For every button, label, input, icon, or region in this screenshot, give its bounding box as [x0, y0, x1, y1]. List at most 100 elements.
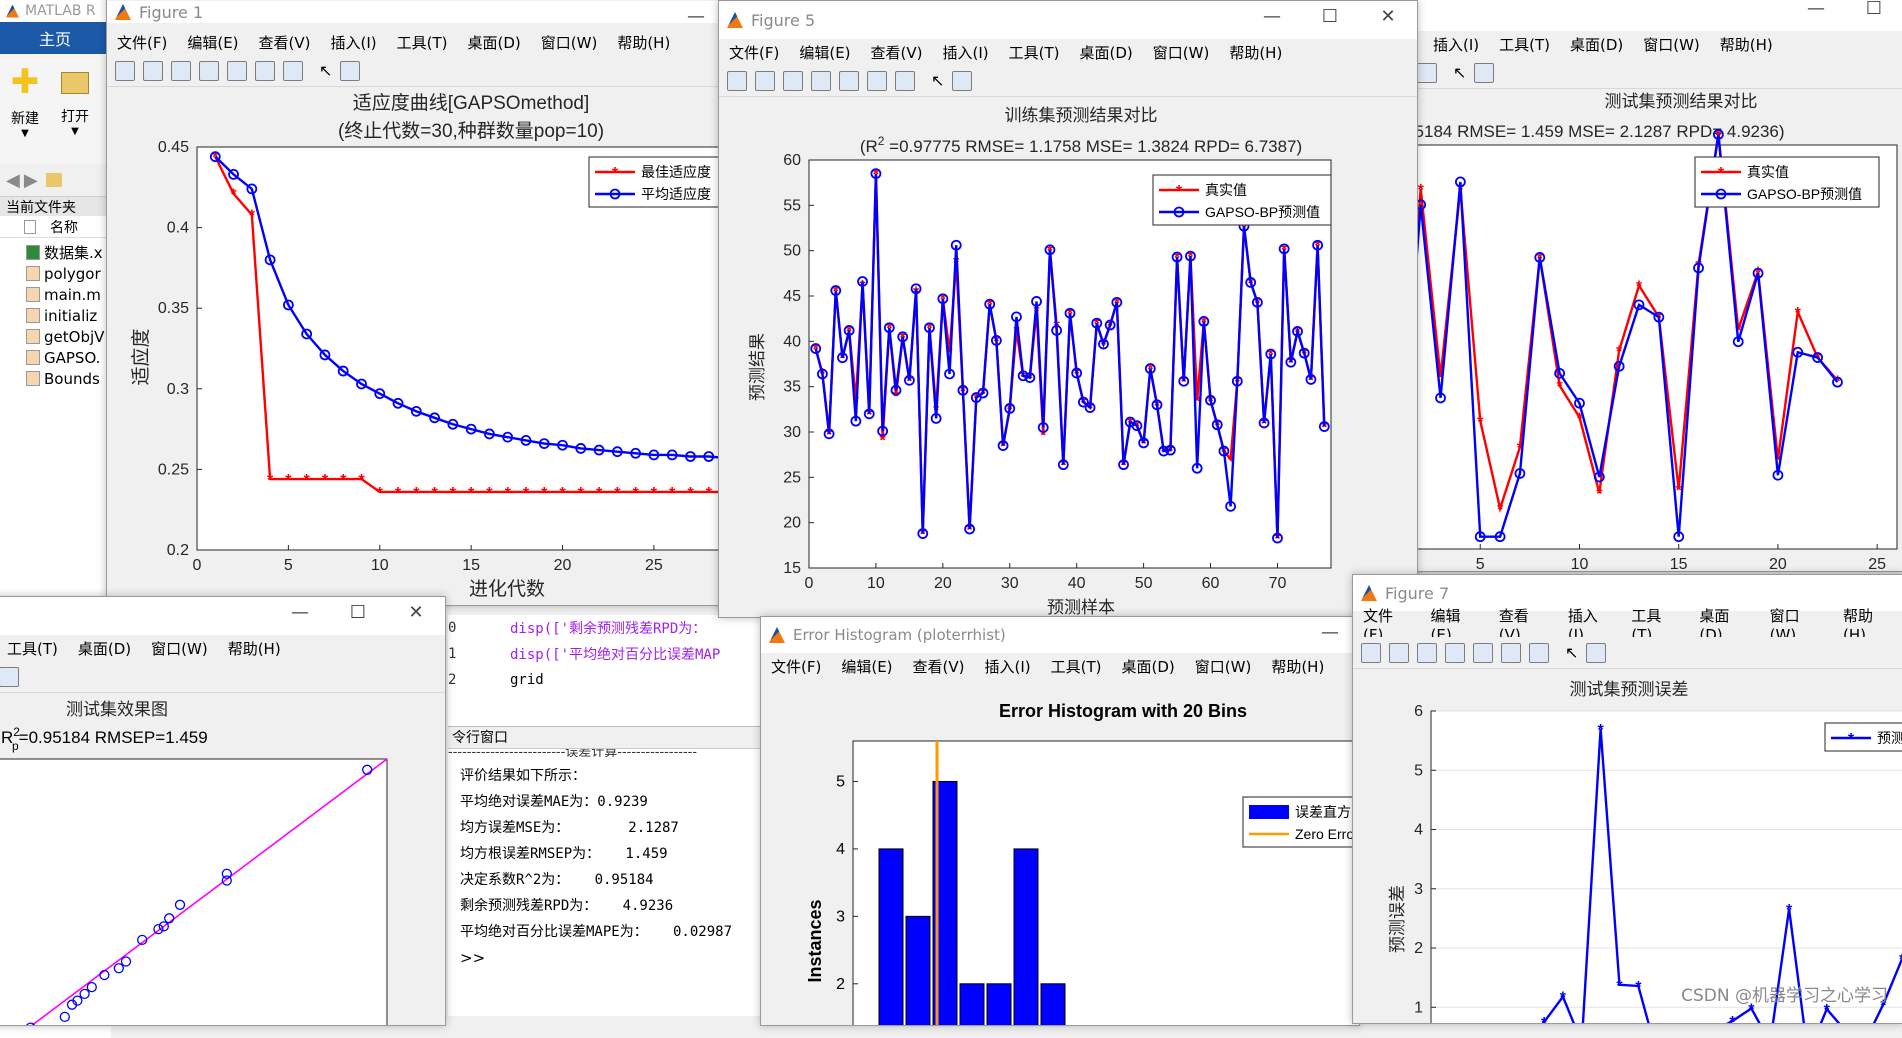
file-item[interactable]: getObjV [0, 326, 111, 347]
menu-item[interactable]: 查看(V) [258, 33, 311, 52]
back-arrow-icon[interactable]: ◀ [6, 169, 20, 191]
editor-line[interactable]: 2 grid [448, 667, 768, 693]
data-point: * [1040, 428, 1047, 445]
minimize-icon[interactable]: — [1263, 5, 1281, 27]
menu-item[interactable]: 工具(T) [1499, 35, 1550, 54]
menu-item[interactable]: 桌面(D) [467, 33, 521, 52]
editor-line[interactable]: 0 disp(['剩余预测残差RPD为： [448, 615, 768, 641]
menu-item[interactable]: 帮助(H) [227, 639, 281, 658]
menu-item[interactable]: 文件(F) [771, 657, 822, 676]
file-item[interactable]: GAPSO. [0, 347, 111, 368]
figure-window-7[interactable]: Figure 7 文件(F) 编辑(E) 查看(V) 插入(I) 工具(T) 桌面(D) 窗… [1352, 574, 1902, 1024]
menu-item[interactable]: 插入(I) [942, 43, 989, 62]
data-point [1693, 262, 1704, 274]
file-item[interactable]: 数据集.x [0, 242, 111, 263]
menu-item[interactable]: 帮助(H) [617, 33, 671, 52]
menu-item[interactable]: 工具(T) [1008, 43, 1060, 62]
code-text: disp(['平均绝对百分比误差MAP [510, 647, 721, 663]
legend-marker [609, 188, 621, 200]
menu-item[interactable]: 插入(I) [1432, 35, 1480, 54]
x-tick-label: 20 [554, 557, 572, 574]
figure-window-5[interactable]: Figure 5 — ☐ ✕ 文件(F) 编辑(E) 查看(V) 插入(I) 工具(T) 桌面… [718, 0, 1418, 618]
files-header[interactable]: 名称 [0, 216, 111, 238]
minimize-icon[interactable]: — [291, 601, 309, 623]
menu-item[interactable]: 编辑(E) [799, 43, 851, 62]
maximize-icon[interactable]: ☐ [1321, 5, 1339, 27]
figure-window-histogram[interactable]: Error Histogram (ploterrhist) — 文件(F) 编辑(… [760, 616, 1360, 1026]
data-point: * [1899, 952, 1902, 969]
cmd-prompt[interactable]: >> [460, 949, 486, 967]
menu-item[interactable]: 编辑(E) [841, 657, 893, 676]
menu-item[interactable]: 窗口(W) [151, 639, 208, 658]
menu-item[interactable]: 帮助(H) [1271, 657, 1325, 676]
legend-marker: * [1848, 731, 1855, 748]
data-point: * [340, 472, 347, 489]
menu-item[interactable]: 工具(T) [7, 639, 58, 658]
legend-marker: * [612, 165, 619, 182]
data-point [924, 322, 935, 334]
data-point: * [1140, 436, 1147, 453]
menu-item[interactable]: 工具(T) [1050, 657, 1102, 676]
tab-home[interactable]: 主页 [0, 22, 110, 54]
forward-arrow-icon[interactable]: ▶ [23, 169, 38, 191]
menu-item[interactable]: 文件(F) [117, 33, 168, 52]
file-item[interactable]: polygor [0, 263, 111, 284]
minimize-icon[interactable]: — [687, 5, 705, 27]
cmd-line: 均方误差MSE为： 2.1287 [460, 820, 679, 836]
y-axis-label: Instances [805, 899, 825, 982]
folder-up-icon[interactable] [45, 173, 62, 187]
menu-item[interactable]: 工具(T) [396, 33, 448, 52]
menu-item[interactable]: 窗口(W) [1194, 657, 1252, 676]
figure-window-test-comparison[interactable]: —☐ (V)插入(I)工具(T)桌面(D)窗口(W)帮助(H) ↖ 测试集预测结… [1380, 0, 1902, 572]
figure-window-1[interactable]: Figure 1 — 文件(F) 编辑(E) 查看(V) 插入(I) 工具(T) 桌面(D… [106, 0, 726, 606]
y-tick-label: 0.3 [167, 381, 189, 398]
menu-item[interactable]: 插入(I) [984, 657, 1031, 676]
data-point [1098, 338, 1109, 350]
data-point [575, 443, 587, 454]
menu-item[interactable]: 窗口(W) [540, 33, 598, 52]
file-item[interactable]: Bounds [0, 368, 111, 389]
menu-item[interactable]: 桌面(D) [1121, 657, 1175, 676]
data-point [957, 384, 969, 396]
chart-test-scatter: 测试集效果图 R2 p=0.95184 RMSEP=1.459 [0, 700, 388, 1025]
menu-item[interactable]: 桌面(D) [1569, 35, 1624, 54]
menu-item[interactable]: 窗口(W) [1152, 43, 1210, 62]
new-label: 新建 [11, 111, 39, 127]
data-point: * [1000, 439, 1007, 456]
file-item[interactable]: initializ [0, 305, 111, 326]
menu-item[interactable]: 帮助(H) [1229, 43, 1283, 62]
close-icon[interactable]: ✕ [408, 601, 424, 623]
close-icon[interactable]: ✕ [1380, 5, 1396, 27]
figure-window-scatter[interactable]: — ☐ ✕ 工具(T) 桌面(D) 窗口(W) 帮助(H) 测试集效果图 R2 p=0.951… [0, 596, 446, 1026]
menu-item[interactable]: 桌面(D) [1079, 43, 1133, 62]
x-axis-label: 预测样本 [1047, 598, 1115, 617]
menu-item[interactable]: 插入(I) [330, 33, 377, 52]
data-point: * [1596, 486, 1603, 503]
file-item[interactable]: main.m [0, 284, 111, 305]
minimize-icon[interactable]: — [1321, 621, 1339, 643]
cmd-output: 评价结果如下所示： 平均绝对误差MAE为：0.9239 均方误差MSE为： 2.12… [448, 763, 768, 945]
menu-item[interactable]: 桌面(D) [77, 639, 132, 658]
menu-item[interactable]: 查看(V) [912, 657, 965, 676]
menu-item[interactable]: 查看(V) [870, 43, 923, 62]
editor-line[interactable]: 1 disp(['平均绝对百分比误差MAP [448, 641, 768, 667]
x-tick-label: 20 [1769, 556, 1787, 572]
y-tick-label: 4 [1414, 822, 1423, 839]
command-window[interactable]: 令行窗口 -------------------------误差计算------… [448, 726, 768, 1016]
maximize-icon[interactable]: ☐ [1865, 0, 1883, 19]
menu-item[interactable]: 文件(F) [729, 43, 780, 62]
data-point [1111, 296, 1123, 308]
menu-item[interactable]: 窗口(W) [1643, 35, 1700, 54]
data-point [79, 988, 90, 1000]
new-button[interactable]: ✚ 新建 ▼ [0, 64, 50, 164]
data-point: * [578, 485, 585, 502]
minimize-icon[interactable]: — [1807, 0, 1825, 19]
maximize-icon[interactable]: ☐ [349, 601, 367, 623]
data-point: * [826, 427, 833, 444]
menu-item[interactable]: 编辑(E) [187, 33, 239, 52]
data-point [484, 428, 495, 440]
menubar: 工具(T) 桌面(D) 窗口(W) 帮助(H) [0, 635, 445, 661]
open-button[interactable]: 打开 ▼ [50, 64, 100, 164]
data-point: * [1635, 979, 1642, 996]
menu-item[interactable]: 帮助(H) [1719, 35, 1773, 54]
